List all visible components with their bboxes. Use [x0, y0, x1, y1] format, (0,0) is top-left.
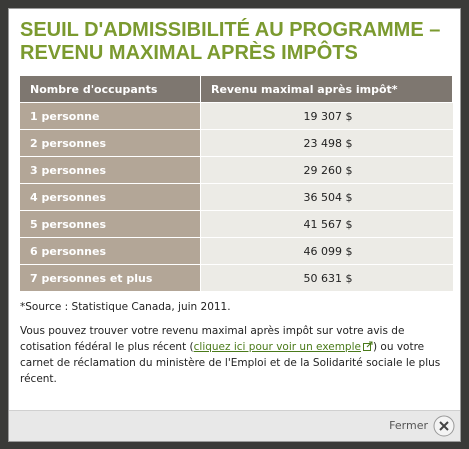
- income-cell: 36 504 $: [200, 183, 453, 211]
- income-cell: 19 307 $: [200, 102, 453, 130]
- source-note: *Source : Statistique Canada, juin 2011.: [20, 301, 231, 313]
- occupants-cell: 1 personne: [20, 102, 201, 130]
- occupants-cell: 7 personnes et plus: [20, 264, 201, 291]
- table-row: 2 personnes 23 498 $: [20, 129, 453, 157]
- occupants-cell: 5 personnes: [20, 210, 201, 238]
- close-label[interactable]: Fermer: [389, 419, 428, 432]
- title-line: REVENU MAXIMAL APRÈS IMPÔTS: [20, 42, 358, 64]
- table-row: 7 personnes et plus 50 631 $: [20, 264, 453, 291]
- table-row: 6 personnes 46 099 $: [20, 237, 453, 265]
- occupants-cell: 4 personnes: [20, 183, 201, 211]
- occupants-cell: 2 personnes: [20, 129, 201, 157]
- title-line: SEUIL D'ADMISSIBILITÉ AU PROGRAMME –: [20, 19, 441, 41]
- table-row: 4 personnes 36 504 $: [20, 183, 453, 211]
- table-row: 5 personnes 41 567 $: [20, 210, 453, 238]
- close-button[interactable]: [433, 415, 455, 437]
- income-table: Nombre d'occupants Revenu maximal après …: [20, 76, 453, 291]
- info-paragraph: Vous pouvez trouver votre revenu maximal…: [20, 323, 445, 387]
- table-row: 3 personnes 29 260 $: [20, 156, 453, 184]
- example-link[interactable]: cliquez ici pour voir un exemple: [193, 341, 361, 353]
- dialog-footer: Fermer: [9, 410, 460, 441]
- text: Vous pouvez trouver votre revenu maximal…: [20, 325, 405, 353]
- table-row: 1 personne 19 307 $: [20, 102, 453, 130]
- occupants-cell: 3 personnes: [20, 156, 201, 184]
- external-link-icon: [362, 341, 373, 351]
- income-cell: 23 498 $: [200, 129, 453, 157]
- income-cell: 50 631 $: [200, 264, 453, 291]
- column-header: Revenu maximal après impôt*: [200, 76, 453, 103]
- occupants-cell: 6 personnes: [20, 237, 201, 265]
- dialog-title: SEUIL D'ADMISSIBILITÉ AU PROGRAMME – REV…: [20, 19, 440, 65]
- modal-dialog: SEUIL D'ADMISSIBILITÉ AU PROGRAMME – REV…: [8, 8, 461, 442]
- income-cell: 46 099 $: [200, 237, 453, 265]
- income-cell: 29 260 $: [200, 156, 453, 184]
- column-header: Nombre d'occupants: [20, 76, 201, 103]
- text: ) ou votre carnet de réclamation du mini…: [20, 341, 441, 385]
- income-cell: 41 567 $: [200, 210, 453, 238]
